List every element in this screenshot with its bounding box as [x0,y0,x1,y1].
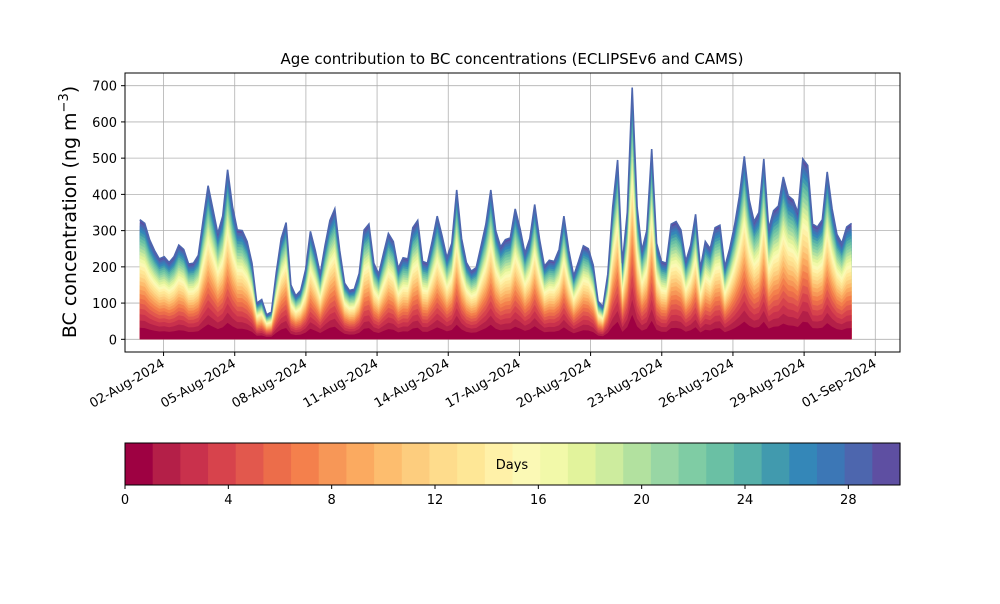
colorbar-cell [567,443,597,485]
axes-frame [124,72,901,353]
colorbar-cell [484,443,514,485]
x-tick-label: 08-Aug-2024 [230,356,310,411]
colorbar-cell [180,443,209,485]
y-tick-label: 700 [92,80,117,95]
x-tick-label: 23-Aug-2024 [585,356,665,411]
y-tick-label: 200 [92,261,117,276]
colorbar-frame [124,442,901,486]
colorbar-cell [125,443,154,485]
x-tick-label: 17-Aug-2024 [443,356,523,411]
x-axis: 02-Aug-202405-Aug-202408-Aug-202411-Aug-… [87,352,879,412]
colorbar-cell [872,443,901,485]
colorbar-cell [706,443,735,485]
colorbar-tick-label: 24 [737,493,754,508]
y-tick-label: 300 [92,225,117,240]
colorbar-cell [678,443,707,485]
colorbar-cell [844,443,873,485]
colorbar-cell [318,443,348,485]
colorbar-cell [346,443,375,485]
total-concentration-line [139,87,853,316]
colorbar-tick-label: 0 [121,493,129,508]
colorbar-cell [235,443,264,485]
colorbar: Days 0 4 8 12 16 20 24 28 [121,442,901,508]
y-axis: 0 100 200 300 400 500 600 700 [92,80,125,348]
y-tick-label: 600 [92,116,117,131]
x-tick-label: 26-Aug-2024 [657,356,737,411]
colorbar-label: Days [496,458,529,473]
y-tick-label: 0 [109,333,117,348]
y-tick-label: 100 [92,297,117,312]
y-tick-label: 500 [92,152,117,167]
x-tick-label: 14-Aug-2024 [372,356,452,411]
colorbar-cell [595,443,624,485]
x-tick-label: 20-Aug-2024 [514,356,594,411]
colorbar-cell [457,443,486,485]
colorbar-cell [208,443,237,485]
colorbar-ticks: 0 4 8 12 16 20 24 28 [121,485,857,508]
colorbar-cell [152,443,181,485]
colorbar-cell [623,443,652,485]
colorbar-cell [291,443,320,485]
colorbar-tick-label: 12 [427,493,444,508]
colorbar-cell [401,443,431,485]
colorbar-cell [816,443,846,485]
colorbar-cell [733,443,763,485]
y-tick-label: 400 [92,188,117,203]
y-axis-label-exponent: −3 [57,93,72,112]
colorbar-cell [761,443,790,485]
colorbar-cell [540,443,569,485]
colorbar-cell [429,443,458,485]
colorbar-tick-label: 16 [530,493,547,508]
x-tick-label: 02-Aug-2024 [87,356,167,411]
y-axis-label-main: BC concentration (ng m [59,112,81,338]
plot-area [124,72,901,353]
colorbar-cell [374,443,403,485]
x-tick-label: 11-Aug-2024 [301,356,381,411]
x-tick-label: 05-Aug-2024 [158,356,238,411]
colorbar-cell [263,443,292,485]
colorbar-cells [125,443,901,485]
colorbar-cell [789,443,818,485]
x-tick-label: 29-Aug-2024 [728,356,808,411]
colorbar-tick-label: 8 [328,493,336,508]
colorbar-tick-label: 28 [840,493,857,508]
chart-title: Age contribution to BC concentrations (E… [281,50,744,68]
y-axis-label: BC concentration (ng m−3) [57,86,81,338]
y-axis-label-close: ) [59,86,81,93]
age-bands [139,87,852,340]
age-band-0 [139,314,852,340]
x-tick-label: 01-Sep-2024 [799,356,879,411]
colorbar-cell [650,443,680,485]
colorbar-tick-label: 20 [633,493,650,508]
colorbar-cell [512,443,541,485]
colorbar-tick-label: 4 [224,493,232,508]
